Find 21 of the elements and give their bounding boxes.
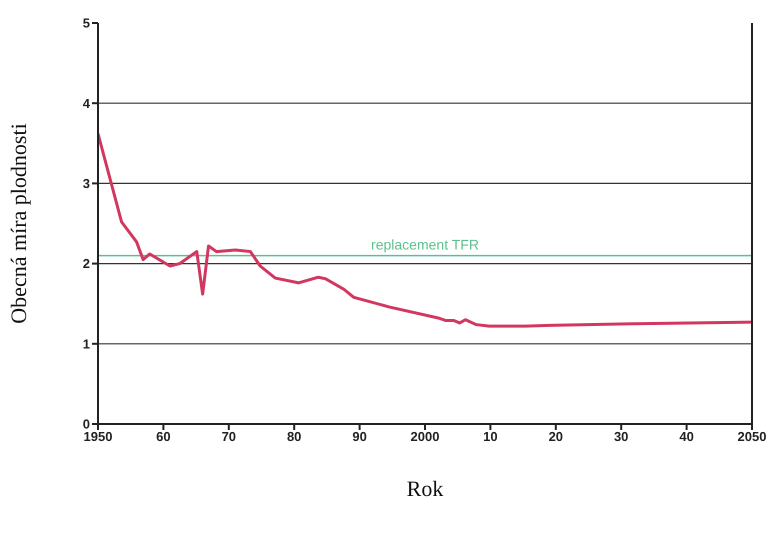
y-tick-label: 1 <box>82 336 90 352</box>
y-tick-label: 3 <box>82 176 90 192</box>
x-tick-label: 80 <box>286 429 302 444</box>
x-axis-title: Rok <box>406 476 444 501</box>
x-tick-label: 20 <box>548 429 564 444</box>
x-tick-label: 40 <box>679 429 694 444</box>
x-tick-label: 1950 <box>84 429 112 444</box>
ref-line-label: replacement TFR <box>371 236 479 253</box>
y-tick-label: 4 <box>82 96 91 111</box>
x-tick-label: 60 <box>156 429 171 444</box>
x-tick-label: 70 <box>222 429 236 444</box>
x-tick-label: 2050 <box>738 429 766 444</box>
y-tick-label: 5 <box>82 16 90 31</box>
x-tick-label: 2000 <box>410 429 440 444</box>
y-tick-label: 0 <box>82 416 90 432</box>
x-tick-label: 30 <box>614 429 628 444</box>
y-tick-label: 2 <box>82 256 90 272</box>
y-axis-title: Obecná míra plodnosti <box>6 123 31 324</box>
x-tick-label: 90 <box>352 429 367 444</box>
line-series <box>98 132 752 328</box>
x-tick-label: 10 <box>483 429 498 444</box>
